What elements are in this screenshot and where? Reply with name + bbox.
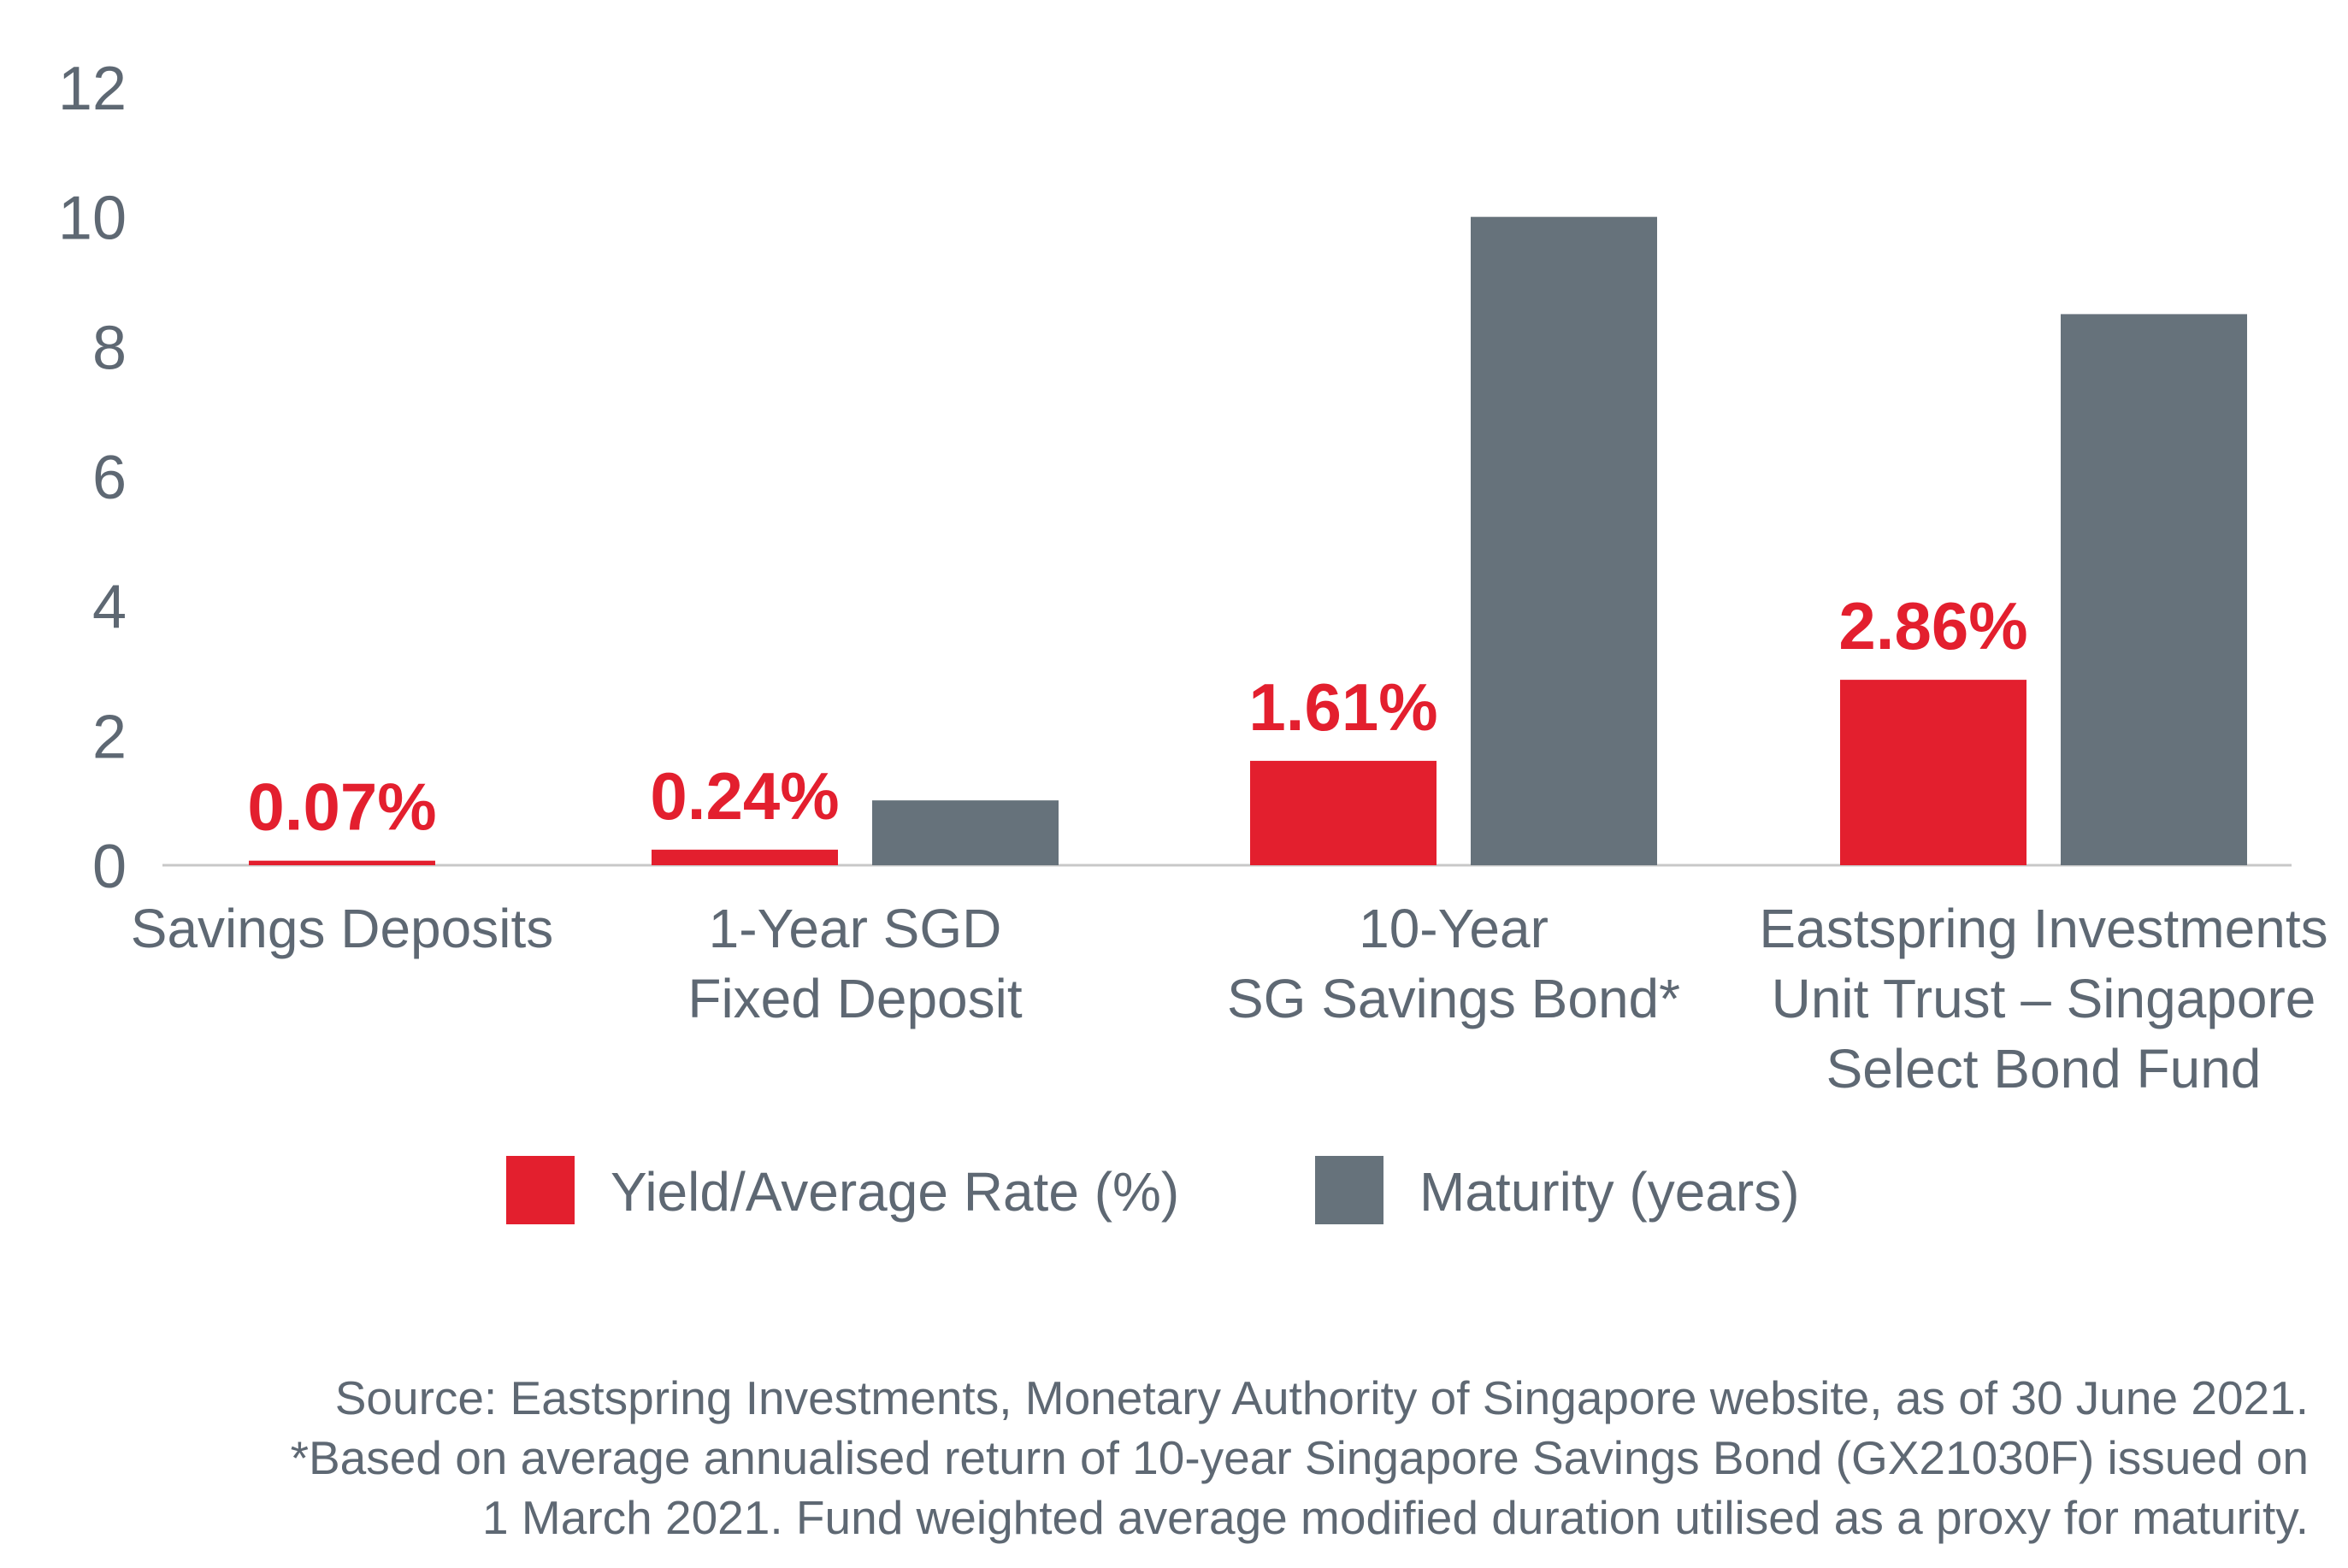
y-tick-label: 12 xyxy=(58,55,127,123)
y-tick-label: 6 xyxy=(92,444,127,512)
maturity-bar xyxy=(872,800,1059,865)
y-tick-label: 2 xyxy=(92,703,127,771)
yield-bar xyxy=(1840,680,2026,865)
category-label: Unit Trust – Singapore xyxy=(1772,968,2316,1029)
category-label: SG Savings Bond* xyxy=(1227,968,1680,1029)
legend: Yield/Average Rate (%) Maturity (years) xyxy=(506,1156,1800,1224)
maturity-bar xyxy=(1471,216,1657,865)
category-labels: Savings Deposits 1-Year SGD Fixed Deposit 1… xyxy=(131,898,2328,1099)
yield-data-label: 0.24% xyxy=(650,758,839,834)
yield-bar xyxy=(652,849,838,865)
y-axis: 0 2 4 6 8 10 12 xyxy=(58,55,127,901)
yield-bar xyxy=(249,860,435,865)
yield-data-label: 0.07% xyxy=(247,769,436,845)
category-label: Fixed Deposit xyxy=(687,968,1023,1029)
category-label: Select Bond Fund xyxy=(1826,1038,2262,1099)
category-label: 10-Year xyxy=(1359,898,1549,959)
footnote-line: *Based on average annualised return of 1… xyxy=(290,1431,2309,1484)
maturity-legend-label: Maturity (years) xyxy=(1419,1161,1800,1223)
yield-data-label: 2.86% xyxy=(1838,588,2027,663)
yield-data-label: 1.61% xyxy=(1248,669,1437,745)
source-line: Source: Eastspring Investments, Monetary… xyxy=(334,1371,2309,1424)
category-label: Savings Deposits xyxy=(131,898,553,959)
bars-group: 0.07% 0.24% 1.61% 2.86% xyxy=(247,216,2247,866)
bar-chart: 0 2 4 6 8 10 12 0.07% 0.24% 1.61% 2.86% Savings D… xyxy=(58,55,2328,1224)
yield-legend-swatch xyxy=(506,1156,575,1224)
category-label: 1-Year SGD xyxy=(709,898,1002,959)
yield-legend-label: Yield/Average Rate (%) xyxy=(611,1161,1179,1223)
y-tick-label: 10 xyxy=(58,185,127,253)
maturity-legend-swatch xyxy=(1315,1156,1383,1224)
y-tick-label: 0 xyxy=(92,833,127,901)
footnote-line: 1 March 2021. Fund weighted average modi… xyxy=(482,1491,2309,1544)
y-tick-label: 8 xyxy=(92,314,127,382)
category-label: Eastspring Investments xyxy=(1759,898,2327,959)
maturity-bar xyxy=(2061,314,2247,866)
source-note: Source: Eastspring Investments, Monetary… xyxy=(86,1368,2309,1547)
yield-bar xyxy=(1250,760,1437,865)
y-tick-label: 4 xyxy=(92,574,127,642)
